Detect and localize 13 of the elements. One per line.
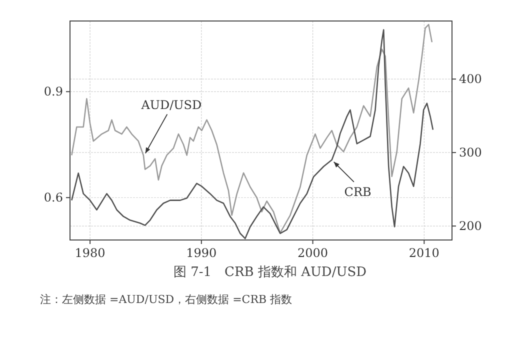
text: 注：左侧数据 =AUD/USD，右侧数据 =CRB 指数 bbox=[40, 293, 292, 306]
y2-tick-label: 400 bbox=[459, 72, 482, 86]
y-tick-label: 0.9 bbox=[44, 84, 63, 99]
series-label: CRB bbox=[344, 184, 372, 199]
y-tick-label: 0.6 bbox=[44, 190, 63, 205]
x-tick-label: 1990 bbox=[186, 246, 217, 260]
y2-tick-label: 200 bbox=[459, 219, 482, 234]
y2-tick-label: 300 bbox=[459, 146, 482, 160]
x-tick-label: 2010 bbox=[408, 246, 440, 260]
series-label: AUD/USD bbox=[140, 98, 202, 112]
x-tick-label: 2000 bbox=[298, 246, 328, 260]
x-tick-label: 1980 bbox=[74, 246, 106, 260]
text: 图 7-1 CRB 指数和 AUD/USD bbox=[173, 265, 367, 280]
